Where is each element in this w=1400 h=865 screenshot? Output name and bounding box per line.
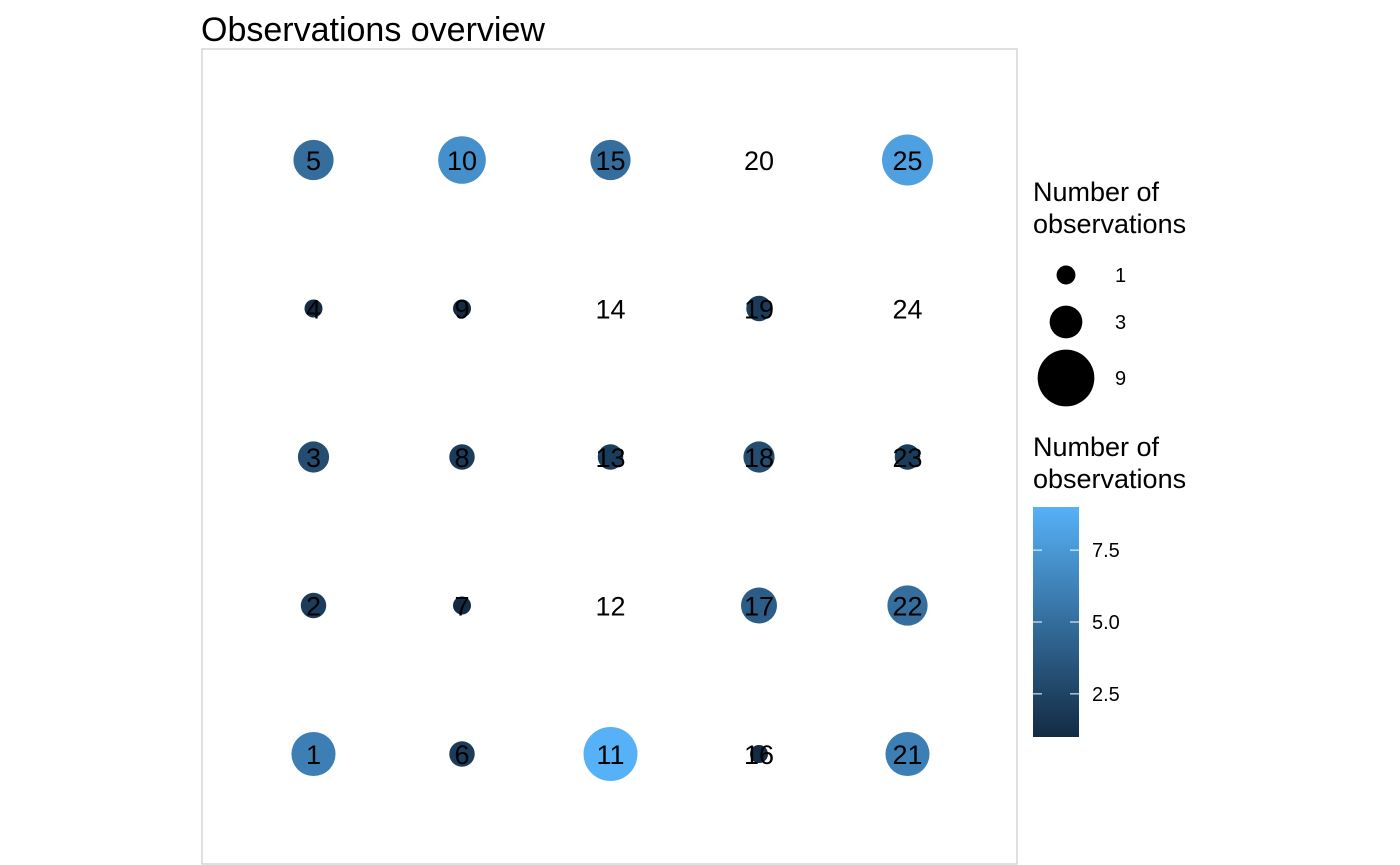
point-22 — [887, 585, 928, 626]
point-label-6: 6 — [454, 740, 469, 770]
point-10 — [438, 136, 486, 184]
color-legend-title-line-1: Number of — [1033, 432, 1160, 462]
colorbar-tick-label: 2.5 — [1092, 684, 1120, 706]
point-label-8: 8 — [454, 443, 469, 473]
size-legend-key-1 — [1056, 265, 1076, 285]
chart-title: Observations overview — [201, 11, 545, 49]
point-4 — [304, 299, 323, 318]
point-label-9: 9 — [454, 295, 469, 325]
size-legend-key-3 — [1049, 305, 1083, 339]
point-label-17: 17 — [744, 592, 774, 622]
point-9 — [453, 299, 471, 318]
point-7 — [453, 596, 471, 615]
point-17 — [741, 587, 777, 624]
point-8 — [449, 444, 475, 470]
point-label-19: 19 — [744, 295, 774, 325]
point-13 — [597, 444, 624, 470]
point-label-18: 18 — [744, 443, 774, 473]
size-legend-label-9: 9 — [1115, 368, 1126, 390]
point-label-14: 14 — [595, 295, 625, 325]
color-legend-title-line-2: observations — [1033, 464, 1186, 494]
point-label-7: 7 — [454, 592, 469, 622]
size-legend-keys: 1 3 9 — [1037, 265, 1126, 407]
point-label-11: 11 — [596, 740, 624, 770]
point-label-23: 23 — [892, 443, 922, 473]
point-2 — [300, 592, 327, 619]
point-1 — [291, 731, 336, 777]
point-16 — [750, 745, 768, 763]
point-label-20: 20 — [744, 146, 774, 176]
point-label-4: 4 — [306, 295, 321, 325]
point-18 — [743, 441, 775, 473]
point-label-22: 22 — [892, 592, 922, 622]
point-label-3: 3 — [306, 443, 321, 473]
size-legend-label-3: 3 — [1115, 312, 1126, 334]
colorbar-tick-label: 5.0 — [1092, 612, 1120, 634]
point-label-16: 16 — [744, 740, 774, 770]
color-legend: Number of observations 2.5 5.0 7.5 — [1033, 432, 1186, 737]
point-23 — [894, 444, 921, 470]
points-layer — [291, 134, 933, 781]
point-label-13: 13 — [595, 443, 625, 473]
point-label-5: 5 — [306, 146, 321, 176]
point-label-24: 24 — [892, 295, 922, 325]
point-19 — [746, 295, 772, 322]
size-legend-label-1: 1 — [1115, 265, 1126, 287]
point-label-1: 1 — [306, 740, 321, 770]
point-labels-layer: 1234567891011121314151617181920212223242… — [306, 146, 923, 770]
size-legend-title-line-2: observations — [1033, 209, 1186, 239]
point-label-10: 10 — [447, 146, 477, 176]
colorbar-tick-label: 7.5 — [1092, 540, 1120, 562]
point-6 — [449, 741, 475, 767]
size-legend-title-line-1: Number of — [1033, 177, 1160, 207]
plot-panel-border — [201, 48, 1018, 865]
point-3 — [297, 441, 330, 473]
point-15 — [590, 139, 631, 181]
point-label-12: 12 — [595, 592, 625, 622]
colorbar-ticks: 2.5 5.0 7.5 — [1033, 540, 1120, 706]
point-label-15: 15 — [595, 146, 625, 176]
size-legend-key-9 — [1037, 349, 1095, 407]
point-label-21: 21 — [892, 740, 922, 770]
point-5 — [293, 139, 334, 181]
point-25 — [882, 134, 933, 186]
point-label-2: 2 — [306, 592, 321, 622]
point-21 — [885, 731, 930, 777]
size-legend: Number of observations 1 3 9 — [1033, 177, 1186, 407]
point-label-25: 25 — [892, 146, 922, 176]
point-11 — [583, 727, 638, 781]
